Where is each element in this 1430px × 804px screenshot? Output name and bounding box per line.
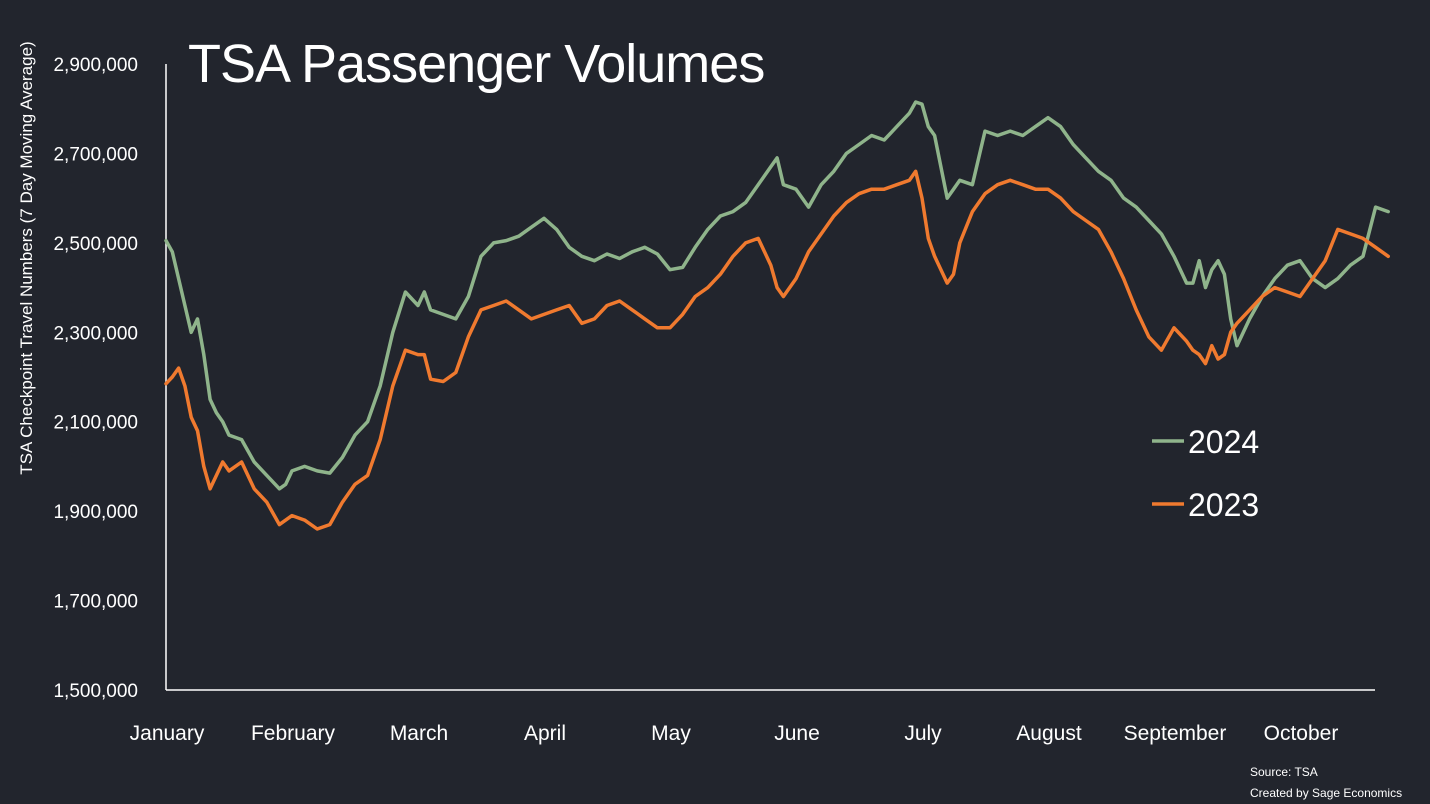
y-tick-label: 1,500,000 <box>53 681 138 702</box>
legend-label-2023: 2023 <box>1188 487 1259 523</box>
series-group <box>164 100 1390 531</box>
credit-note: Created by Sage Economics <box>1250 786 1402 800</box>
chart-title: TSA Passenger Volumes <box>188 34 764 94</box>
y-tick-label: 2,300,000 <box>53 323 138 344</box>
y-tick-label: 1,700,000 <box>53 592 138 613</box>
series-line-2023 <box>164 169 1390 531</box>
x-tick-label-august: August <box>1016 722 1082 745</box>
legend-label-2024: 2024 <box>1188 424 1259 460</box>
x-tick-label-march: March <box>390 722 448 745</box>
y-tick-label: 2,700,000 <box>53 144 138 165</box>
y-axis-ticks: 1,500,000 1,700,000 1,900,000 2,100,000 2,30… <box>53 55 138 702</box>
y-tick-label: 1,900,000 <box>53 502 138 523</box>
x-tick-label-february: February <box>251 722 336 745</box>
source-note: Source: TSA <box>1250 765 1318 779</box>
x-tick-label-april: April <box>524 722 566 745</box>
series-line-2024 <box>164 100 1390 491</box>
x-axis-ticks: January February March April May June July Augu… <box>130 722 1339 745</box>
x-tick-label-june: June <box>774 722 820 745</box>
x-tick-label-july: July <box>904 722 942 745</box>
y-tick-label: 2,100,000 <box>53 413 138 434</box>
x-tick-label-october: October <box>1264 722 1339 745</box>
x-tick-label-january: January <box>130 722 205 745</box>
y-tick-label: 2,500,000 <box>53 234 138 255</box>
legend: 2024 2023 <box>1152 424 1259 523</box>
y-axis-label: TSA Checkpoint Travel Numbers (7 Day Mov… <box>17 41 36 474</box>
x-tick-label-september: September <box>1124 722 1227 745</box>
y-tick-label: 2,900,000 <box>53 55 138 76</box>
x-tick-label-may: May <box>651 722 691 745</box>
